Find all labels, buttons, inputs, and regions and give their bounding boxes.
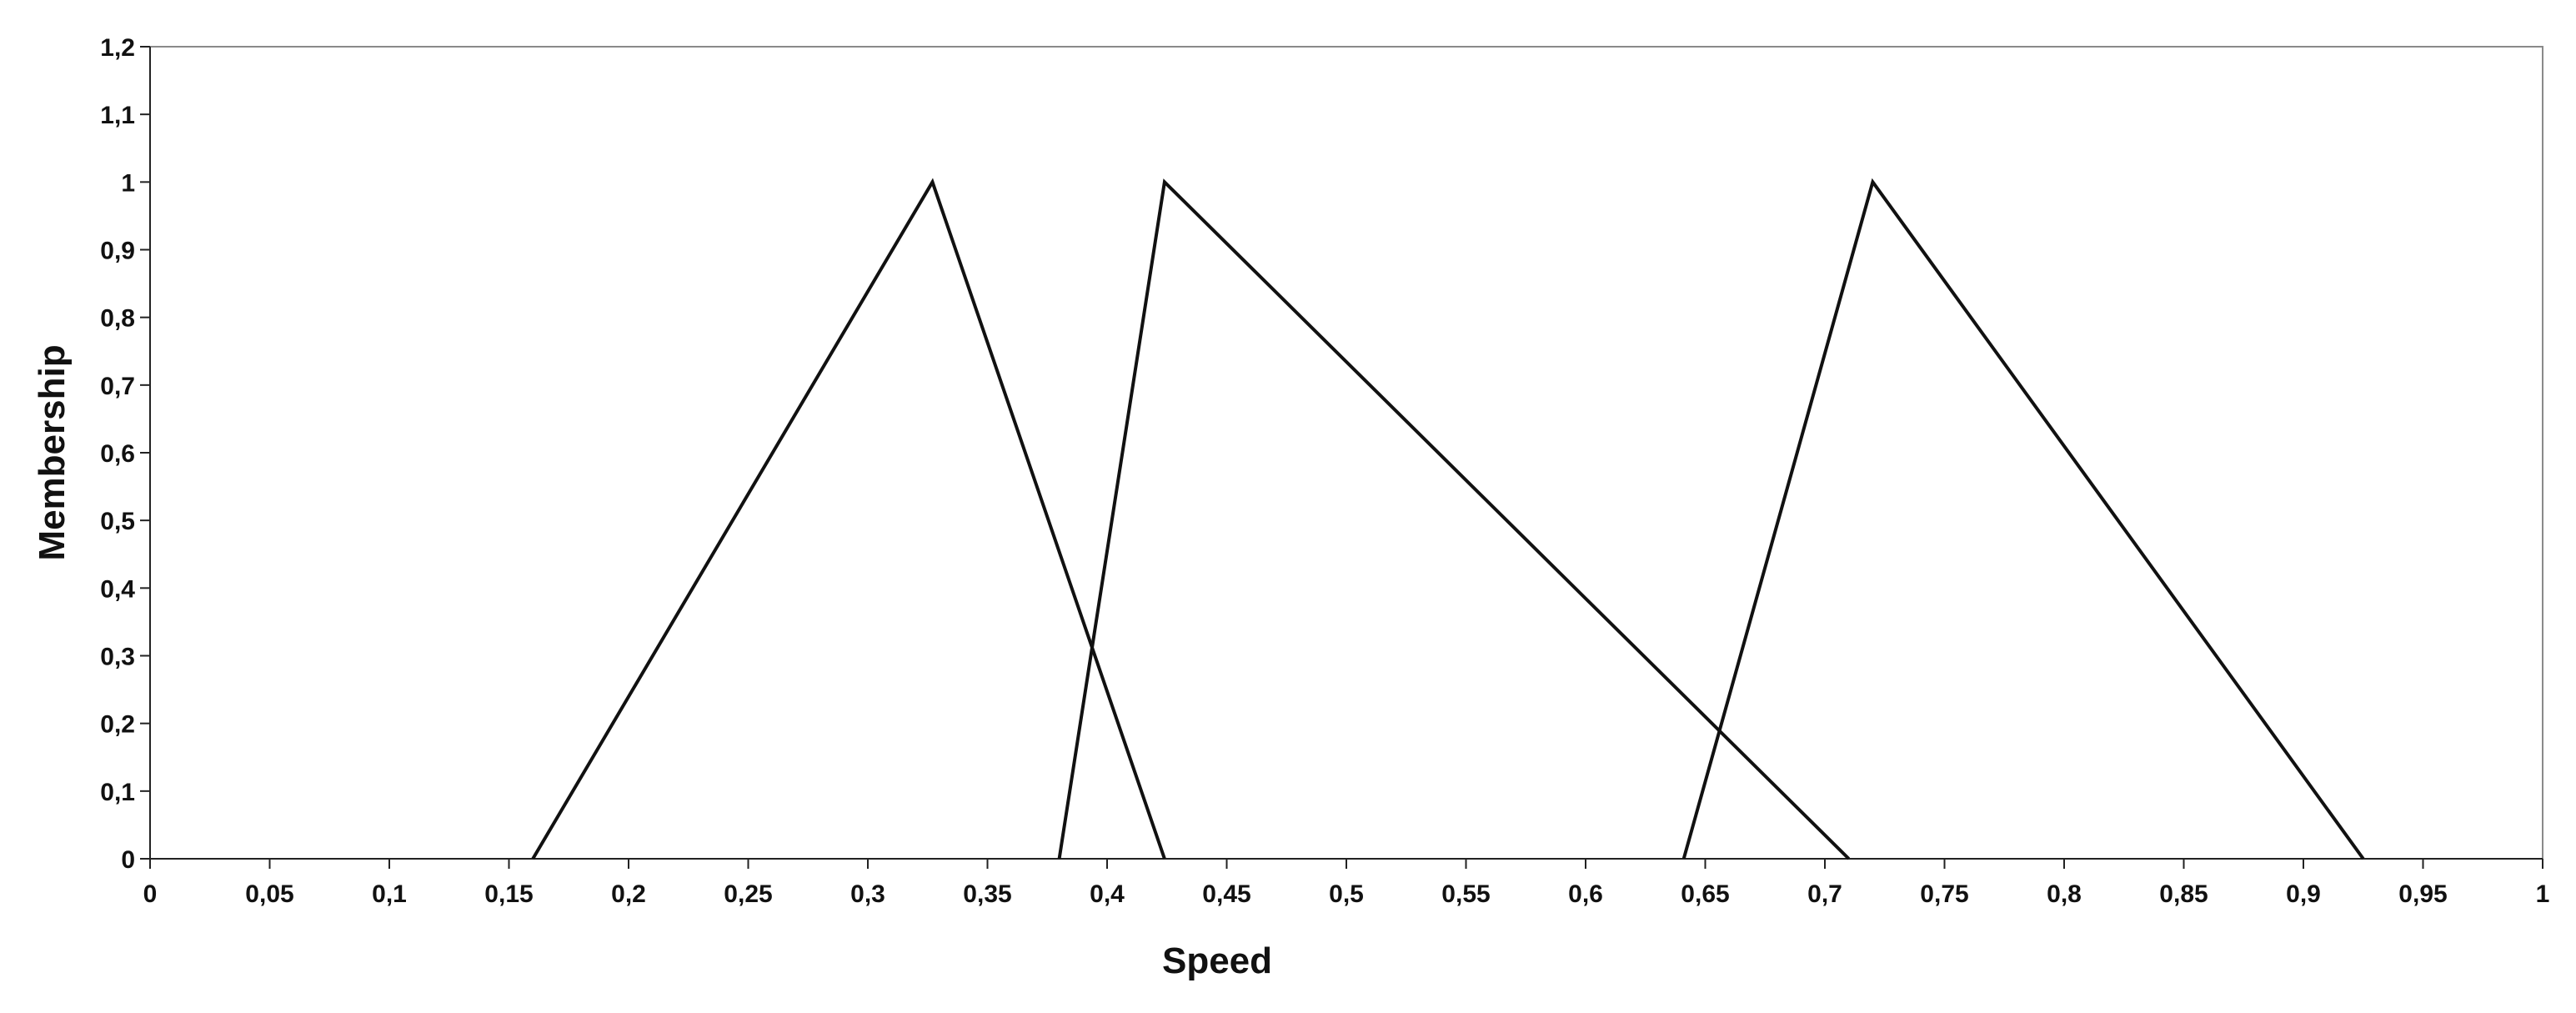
x-tick-label: 0,2 xyxy=(611,880,646,908)
plot-frame xyxy=(149,46,2543,860)
x-tick-label: 0,25 xyxy=(724,880,772,908)
x-tick-label: 1 xyxy=(2536,880,2550,908)
membership-function-1 xyxy=(531,178,1166,860)
x-tick-label: 0,7 xyxy=(1807,880,1842,908)
x-tick-label: 0,4 xyxy=(1090,880,1125,908)
y-tick-label: 0,1 xyxy=(100,779,135,806)
x-tick-label: 0,95 xyxy=(2398,880,2447,908)
y-tick-label: 0,5 xyxy=(100,508,135,535)
x-tick-label: 0,3 xyxy=(850,880,885,908)
y-tick-label: 1,1 xyxy=(100,102,135,129)
series-layer xyxy=(531,178,2365,860)
y-tick-label: 0,3 xyxy=(100,644,135,671)
x-tick-label: 0,5 xyxy=(1329,880,1364,908)
x-tick-label: 0,75 xyxy=(1920,880,1968,908)
x-tick-label: 0 xyxy=(143,880,158,908)
x-tick-label: 0,15 xyxy=(484,880,533,908)
y-tick-label: 0,6 xyxy=(100,440,135,468)
y-tick-label: 1 xyxy=(121,169,135,197)
y-tick-label: 1,2 xyxy=(100,34,135,62)
x-tick-label: 0,8 xyxy=(2047,880,2082,908)
x-tick-label: 0,55 xyxy=(1441,880,1490,908)
y-axis-ticks: 0 0,1 0,2 0,3 0,4 0,5 0,6 0,7 0,8 0,9 1 1,1 1,2 xyxy=(100,34,150,874)
x-tick-label: 0,85 xyxy=(2159,880,2208,908)
y-tick-label: 0,8 xyxy=(100,305,135,333)
y-tick-label: 0 xyxy=(121,846,135,874)
y-tick-label: 0,9 xyxy=(100,238,135,265)
x-tick-label: 0,65 xyxy=(1681,880,1729,908)
x-tick-label: 0,9 xyxy=(2286,880,2321,908)
x-tick-label: 0,6 xyxy=(1568,880,1603,908)
x-tick-label: 0,1 xyxy=(372,880,407,908)
x-tick-label: 0,05 xyxy=(245,880,293,908)
membership-function-3 xyxy=(1681,178,2365,860)
x-axis-title: Speed xyxy=(1162,940,1272,981)
y-axis-title: Membership xyxy=(32,344,73,560)
x-axis-ticks: 0 0,05 0,1 0,15 0,2 0,25 0,3 0,35 0,4 0,45 0,5 0,55… xyxy=(143,859,2550,908)
y-tick-label: 0,7 xyxy=(100,373,135,400)
x-tick-label: 0,35 xyxy=(963,880,1011,908)
membership-function-2 xyxy=(1057,178,1851,860)
y-tick-label: 0,2 xyxy=(100,711,135,739)
x-tick-label: 0,45 xyxy=(1202,880,1250,908)
y-tick-label: 0,4 xyxy=(100,575,135,603)
